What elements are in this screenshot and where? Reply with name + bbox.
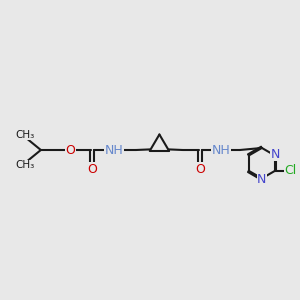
Text: CH₃: CH₃ [15, 130, 34, 140]
Text: CH₃: CH₃ [15, 160, 34, 170]
Text: O: O [196, 163, 205, 176]
Text: NH: NH [212, 143, 230, 157]
Text: O: O [65, 143, 75, 157]
Text: NH: NH [105, 143, 123, 157]
Text: Cl: Cl [285, 164, 297, 177]
Text: N: N [257, 173, 267, 186]
Text: O: O [87, 163, 97, 176]
Text: N: N [270, 148, 280, 160]
